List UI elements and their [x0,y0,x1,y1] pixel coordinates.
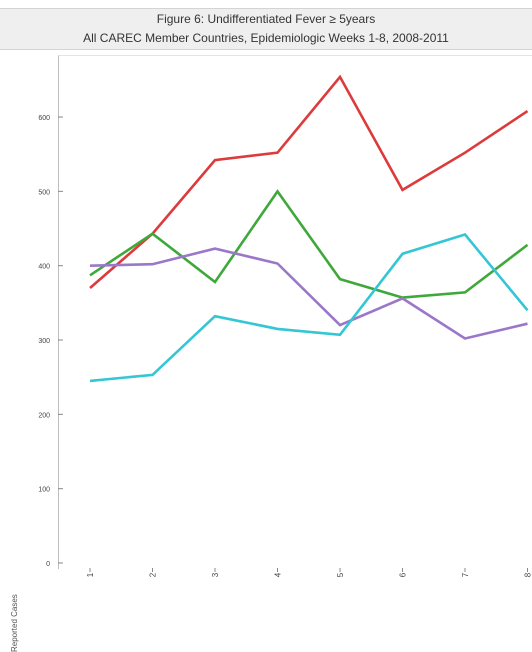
x-tick-label: 3 [211,572,220,577]
y-tick-label: 200 [38,412,50,419]
series-line-2 [90,191,528,297]
x-tick-label: 2 [149,572,158,577]
x-tick-label: 6 [399,572,408,577]
y-tick-label: 500 [38,189,50,196]
x-tick-label: 1 [86,572,95,577]
y-tick-label: 300 [38,338,50,345]
y-axis-label: Reported Cases [10,592,22,652]
line-chart: 0 100 200 300 400 500 600 1 2 3 4 5 6 7 8 [0,0,532,581]
series-line-1 [90,77,528,288]
y-tick-label: 400 [38,264,50,271]
y-tick-label: 100 [38,487,50,494]
y-tick-label: 600 [38,115,50,122]
x-tick-label: 7 [461,572,470,577]
series-line-4 [90,235,528,381]
x-tick-label: 5 [336,572,345,577]
x-tick-label: 4 [274,572,283,577]
y-tick-label: 0 [46,561,50,568]
x-tick-label: 8 [524,572,532,577]
